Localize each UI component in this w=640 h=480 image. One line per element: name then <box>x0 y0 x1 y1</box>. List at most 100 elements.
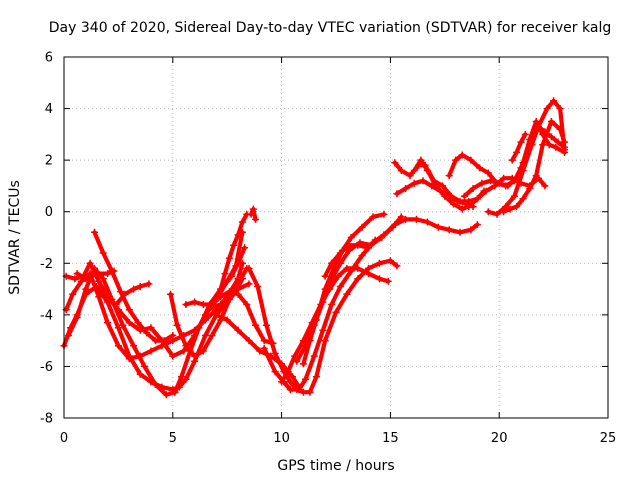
data-point <box>262 321 270 329</box>
data-point <box>445 226 453 234</box>
data-point <box>191 332 199 339</box>
data-point <box>454 197 462 205</box>
data-point <box>561 138 568 146</box>
data-point <box>95 293 103 301</box>
data-point <box>238 218 246 226</box>
data-point <box>182 342 190 350</box>
data-point <box>173 321 181 329</box>
data-point <box>99 249 107 257</box>
data-point <box>332 308 340 316</box>
data-point <box>182 375 190 383</box>
data-point <box>230 241 238 249</box>
data-point <box>450 200 457 208</box>
data-point <box>289 373 296 381</box>
y-tick-label: 2 <box>45 154 53 169</box>
data-point <box>528 141 536 149</box>
data-point <box>369 213 377 221</box>
data-point <box>365 270 373 278</box>
data-series-7 <box>73 267 118 283</box>
data-point <box>419 177 427 185</box>
data-series-5 <box>91 228 177 345</box>
data-point <box>256 347 264 355</box>
data-point <box>556 105 564 113</box>
data-point <box>295 386 303 394</box>
data-point <box>217 293 225 301</box>
x-axis-label: GPS time / hours <box>277 458 394 474</box>
data-point <box>423 218 431 226</box>
data-point <box>238 259 246 267</box>
x-tick-label: 5 <box>169 431 177 446</box>
data-point <box>519 167 527 174</box>
data-point <box>125 306 133 314</box>
x-tick-label: 0 <box>60 431 68 446</box>
data-point <box>328 259 336 267</box>
data-point <box>482 187 490 195</box>
y-tick-label: -2 <box>40 257 53 272</box>
data-point <box>73 270 81 278</box>
data-point <box>521 130 529 138</box>
data-point <box>458 151 466 159</box>
data-point <box>212 311 220 319</box>
x-tick-label: 15 <box>382 431 399 446</box>
data-point <box>432 182 440 190</box>
data-point <box>543 105 551 113</box>
data-point <box>114 306 122 314</box>
data-point <box>354 275 362 283</box>
data-point <box>506 205 514 213</box>
data-point <box>291 352 299 360</box>
data-point <box>393 190 401 198</box>
data-point <box>556 125 564 133</box>
data-point <box>208 301 216 308</box>
data-point <box>247 210 255 218</box>
data-point <box>136 352 144 360</box>
data-point <box>500 208 508 216</box>
data-point <box>336 249 344 257</box>
data-point <box>278 378 286 386</box>
data-point <box>513 203 521 211</box>
data-point <box>445 172 453 180</box>
data-point <box>417 156 425 164</box>
data-point <box>302 375 309 383</box>
data-point <box>389 223 397 231</box>
data-point <box>254 283 262 290</box>
data-point <box>347 234 355 241</box>
data-point <box>199 301 207 308</box>
data-point <box>532 172 540 180</box>
data-point <box>112 301 120 308</box>
data-point <box>391 159 399 167</box>
data-series-10 <box>247 205 259 223</box>
data-point <box>460 192 468 200</box>
data-point <box>554 138 562 146</box>
data-point <box>147 347 155 355</box>
data-point <box>393 262 401 270</box>
data-point <box>310 352 318 360</box>
data-point <box>145 280 153 288</box>
data-point <box>286 378 294 386</box>
y-tick-label: -4 <box>40 308 53 323</box>
data-point <box>354 264 362 272</box>
data-point <box>260 344 268 352</box>
data-point <box>345 241 353 249</box>
data-point <box>86 259 94 267</box>
data-series-27 <box>508 130 529 164</box>
data-point <box>130 342 138 350</box>
data-point <box>406 172 414 180</box>
y-tick-label: -8 <box>40 412 53 427</box>
data-point <box>234 290 242 298</box>
data-point <box>141 362 148 370</box>
data-point <box>104 293 111 301</box>
data-point <box>69 290 77 298</box>
data-point <box>513 148 521 156</box>
data-point <box>441 192 449 200</box>
data-point <box>73 313 81 321</box>
data-point <box>271 368 279 376</box>
data-point <box>469 185 477 192</box>
data-point <box>225 254 233 262</box>
grid-lines <box>64 57 608 418</box>
data-point <box>484 169 492 177</box>
data-series-19 <box>321 236 379 280</box>
data-point <box>169 352 177 360</box>
data-point <box>99 275 107 283</box>
data-point <box>241 244 249 252</box>
